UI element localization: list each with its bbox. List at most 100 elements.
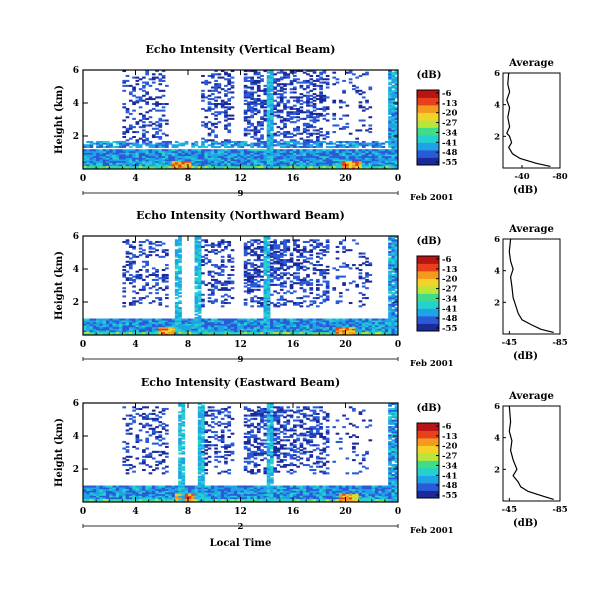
heatmap-cell: [329, 326, 333, 329]
heatmap-cell: [161, 70, 166, 73]
heatmap-cell: [142, 81, 146, 84]
x-tick-label: 0: [395, 340, 401, 350]
heatmap-cell: [128, 137, 133, 140]
heatmap-cell: [384, 155, 389, 158]
heatmap-cell: [286, 154, 291, 157]
heatmap-cell: [158, 287, 163, 290]
heatmap-cell: [352, 88, 356, 91]
heatmap-cell: [263, 287, 268, 290]
heatmap-cell: [256, 270, 261, 273]
heatmap-cell: [233, 167, 238, 170]
heatmap-cell: [391, 270, 396, 273]
heatmap-cell: [394, 250, 399, 253]
heatmap-cell: [322, 331, 327, 334]
heatmap-cell: [325, 157, 330, 160]
heatmap-cell: [388, 297, 392, 300]
heatmap-cell: [325, 152, 330, 155]
heatmap-cell: [125, 155, 130, 158]
heatmap-cell: [184, 159, 189, 162]
heatmap-cell: [132, 245, 136, 248]
heatmap-cell: [184, 152, 189, 155]
heatmap-cell: [266, 140, 271, 143]
heatmap-cell: [378, 320, 382, 323]
heatmap-cell: [178, 277, 182, 280]
heatmap-cell: [302, 277, 307, 280]
heatmap-cell: [286, 74, 291, 77]
heatmap-cell: [273, 86, 277, 89]
heatmap-cell: [253, 70, 258, 73]
heatmap-cell: [312, 321, 317, 324]
heatmap-cell: [266, 310, 271, 313]
heatmap-cell: [233, 159, 238, 162]
heatmap-cell: [122, 160, 127, 163]
heatmap-cell: [299, 330, 304, 333]
heatmap-cell: [358, 321, 363, 324]
heatmap-cell: [312, 83, 317, 86]
heatmap-cell: [145, 295, 150, 298]
heatmap-cell: [309, 101, 314, 104]
heatmap-cell: [243, 167, 248, 170]
heatmap-cell: [332, 157, 337, 160]
heatmap-cell: [266, 112, 271, 115]
heatmap-cell: [253, 129, 258, 132]
heatmap-cell: [279, 272, 284, 275]
heatmap-cell: [394, 76, 399, 79]
heatmap-cell: [394, 303, 399, 306]
heatmap-cell: [348, 144, 353, 147]
heatmap-cell: [89, 500, 94, 503]
heatmap-cell: [207, 121, 212, 124]
heatmap-cell: [391, 249, 396, 252]
heatmap-cell: [394, 93, 399, 96]
heatmap-cell: [194, 278, 199, 281]
heatmap-cell: [365, 264, 369, 267]
heatmap-cell: [142, 142, 146, 145]
heatmap-cell: [309, 152, 314, 155]
heatmap-cell: [348, 154, 353, 157]
heatmap-cell: [283, 254, 287, 257]
heatmap-cell: [375, 165, 379, 168]
heatmap-cell: [174, 244, 179, 247]
heatmap-cell: [322, 325, 327, 328]
heatmap-cell: [302, 250, 307, 253]
heatmap-cell: [293, 104, 297, 107]
heatmap-cell: [220, 101, 225, 104]
heatmap-cell: [388, 129, 392, 132]
heatmap-cell: [224, 116, 228, 119]
heatmap-cell: [105, 140, 110, 143]
heatmap-cell: [92, 162, 97, 165]
colorbar-tick-label: -6: [442, 89, 452, 99]
heatmap-cell: [158, 330, 163, 333]
heatmap-cell: [148, 167, 153, 170]
heatmap-cell: [309, 250, 314, 253]
heatmap-cell: [247, 323, 251, 326]
heatmap-cell: [253, 127, 258, 130]
heatmap-cell: [132, 89, 136, 92]
heatmap-cell: [263, 325, 268, 328]
heatmap-cell: [394, 265, 399, 268]
heatmap-cell: [319, 325, 323, 328]
heatmap-cell: [119, 331, 123, 334]
heatmap-cell: [365, 160, 369, 163]
heatmap-cell: [394, 249, 399, 252]
heatmap-cell: [227, 74, 232, 77]
heatmap-cell: [204, 321, 209, 324]
heatmap-cell: [306, 142, 310, 145]
heatmap-cell: [155, 326, 159, 329]
heatmap-cell: [388, 121, 392, 124]
heatmap-cell: [378, 150, 382, 153]
heatmap-cell: [138, 240, 143, 243]
heatmap-cell: [394, 326, 399, 329]
heatmap-cell: [224, 142, 228, 145]
heatmap-cell: [260, 124, 264, 127]
heatmap-cell: [358, 159, 363, 162]
heatmap-cell: [283, 264, 287, 267]
heatmap-cell: [155, 76, 159, 79]
heatmap-cell: [266, 142, 271, 145]
heatmap-cell: [96, 488, 100, 491]
heatmap-cell: [293, 272, 297, 275]
heatmap-cell: [263, 114, 268, 117]
heatmap-cell: [210, 150, 215, 153]
heatmap-cell: [266, 94, 271, 97]
heatmap-cell: [338, 318, 343, 321]
heatmap-cell: [256, 149, 261, 152]
